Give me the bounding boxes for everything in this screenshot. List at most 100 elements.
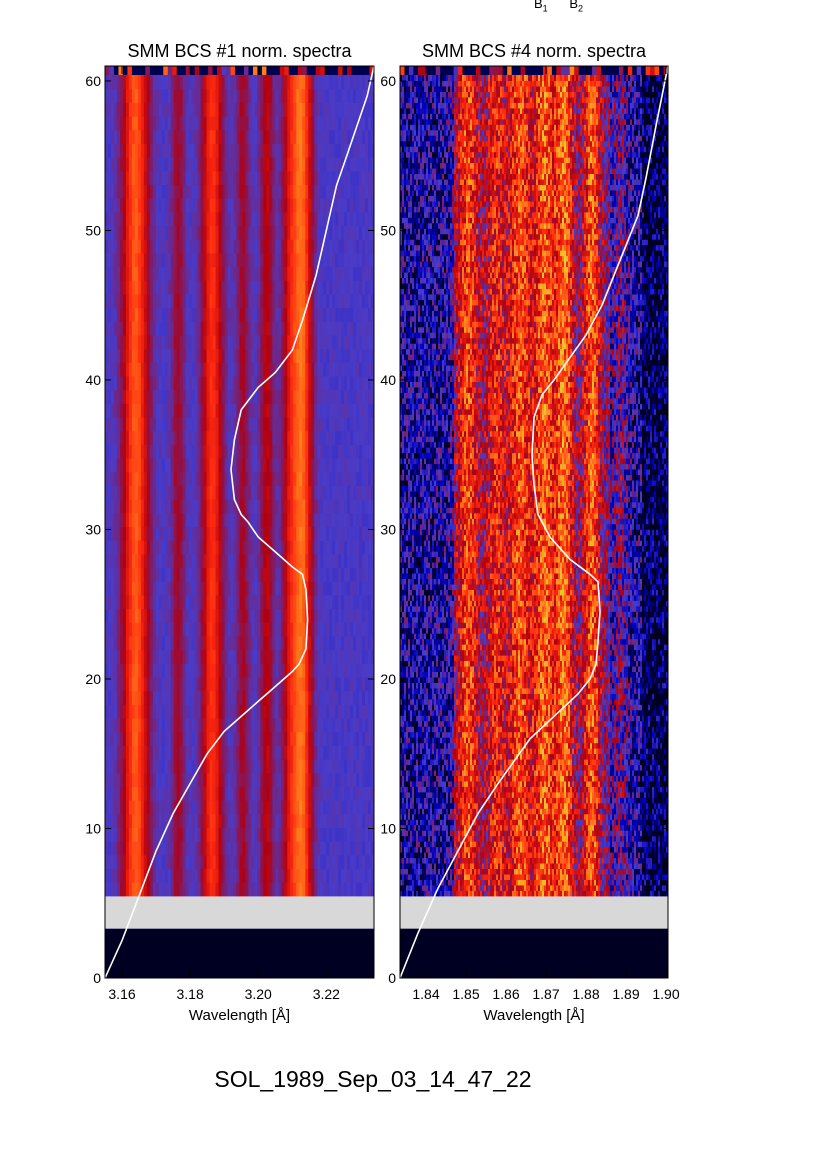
heatmap-cell xyxy=(128,444,133,459)
heatmap-cell xyxy=(122,458,127,473)
heatmap-cell xyxy=(107,676,112,692)
heatmap-cell xyxy=(158,581,163,596)
heatmap-cell xyxy=(155,567,160,582)
heatmap-cell xyxy=(218,827,223,842)
heatmap-cell xyxy=(230,868,235,883)
heatmap-cell xyxy=(155,293,160,309)
heatmap-cell xyxy=(341,553,345,569)
heatmap-cell xyxy=(170,362,175,377)
heatmap-cell xyxy=(188,608,193,623)
heatmap-cell xyxy=(338,567,342,582)
heatmap-cell xyxy=(125,786,130,801)
heatmap-cell xyxy=(332,348,336,363)
heatmap-cell xyxy=(344,581,348,596)
heatmap-cell xyxy=(230,635,235,651)
heatmap-cell xyxy=(155,868,160,883)
heatmap-cell xyxy=(347,170,351,186)
heatmap-cell xyxy=(224,676,229,692)
heatmap-cell xyxy=(254,772,259,787)
heatmap-cell xyxy=(182,307,187,322)
heatmap-cell xyxy=(296,389,300,404)
heatmap-cell xyxy=(344,622,348,637)
heatmap-cell xyxy=(182,800,187,815)
heatmap-cell xyxy=(161,102,166,117)
heatmap-cell xyxy=(134,717,139,733)
heatmap-cell xyxy=(105,170,109,186)
heatmap-cell xyxy=(200,499,205,514)
heatmap-cell xyxy=(128,143,133,158)
heatmap-cell xyxy=(122,198,127,213)
heatmap-cell xyxy=(287,293,291,309)
heatmap-cell xyxy=(266,622,270,637)
heatmap-cell xyxy=(263,758,267,774)
heatmap-cell xyxy=(290,444,294,459)
heatmap-cell xyxy=(266,868,270,883)
heatmap-cell xyxy=(224,512,229,528)
heatmap-cell xyxy=(272,526,276,541)
heatmap-cell xyxy=(332,444,336,459)
heatmap-cell xyxy=(173,800,178,815)
heatmap-cell xyxy=(131,102,136,117)
heatmap-cell xyxy=(119,430,124,445)
heatmap-cell xyxy=(197,334,202,350)
heatmap-cell xyxy=(176,635,181,651)
heatmap-cell xyxy=(206,731,211,746)
heatmap-cell xyxy=(320,471,324,486)
heatmap-cell xyxy=(146,280,151,295)
heatmap-cell xyxy=(134,321,139,336)
heatmap-cell xyxy=(143,170,148,186)
heatmap-cell xyxy=(335,772,339,787)
heatmap-cell xyxy=(308,540,312,555)
heatmap-cell xyxy=(188,471,193,486)
heatmap-cell xyxy=(212,143,217,158)
heatmap-cell xyxy=(347,225,351,240)
heatmap-cell xyxy=(302,416,306,432)
heatmap-cell xyxy=(173,868,178,883)
heatmap-cell xyxy=(347,635,351,651)
heatmap-cell xyxy=(341,786,345,801)
heatmap-cell xyxy=(206,430,211,445)
heatmap-cell xyxy=(209,758,214,774)
heatmap-cell xyxy=(146,663,151,678)
heatmap-cell xyxy=(215,512,220,528)
heatmap-cell xyxy=(197,800,202,815)
heatmap-cell xyxy=(317,116,321,131)
heatmap-cell xyxy=(239,170,244,186)
heatmap-cell xyxy=(170,198,175,213)
heatmap-cell xyxy=(125,348,130,363)
heatmap-cell xyxy=(140,280,145,295)
heatmap-cell xyxy=(326,430,330,445)
heatmap-cell xyxy=(209,198,214,213)
heatmap-cell xyxy=(260,416,265,432)
heatmap-cell xyxy=(158,116,163,131)
heatmap-cell xyxy=(350,143,354,158)
heatmap-cell xyxy=(149,280,154,295)
heatmap-cell xyxy=(227,170,232,186)
heatmap-cell xyxy=(224,772,229,787)
heatmap-cell xyxy=(230,348,235,363)
heatmap-cell xyxy=(215,157,220,172)
heatmap-cell xyxy=(299,704,303,719)
heatmap-cell xyxy=(275,88,279,103)
heatmap-cell xyxy=(158,704,163,719)
heatmap-cell xyxy=(311,334,315,350)
heatmap-cell xyxy=(260,444,265,459)
heatmap-cell xyxy=(164,430,169,445)
heatmap-cell xyxy=(173,102,178,117)
heatmap-cell xyxy=(185,88,190,103)
heatmap-cell xyxy=(242,882,247,897)
heatmap-cell xyxy=(251,745,256,760)
heatmap-cell xyxy=(105,389,109,404)
heatmap-cell xyxy=(311,266,315,281)
heatmap-cell xyxy=(215,717,220,733)
heatmap-cell xyxy=(200,321,205,336)
heatmap-cell xyxy=(107,307,112,322)
heatmap-cell xyxy=(296,553,300,569)
heatmap-cell xyxy=(125,882,130,897)
heatmap-cell xyxy=(227,608,232,623)
heatmap-cell xyxy=(146,102,151,117)
heatmap-cell xyxy=(194,758,199,774)
heatmap-cell xyxy=(155,663,160,678)
heatmap-cell xyxy=(167,622,172,637)
heatmap-cell xyxy=(290,704,294,719)
